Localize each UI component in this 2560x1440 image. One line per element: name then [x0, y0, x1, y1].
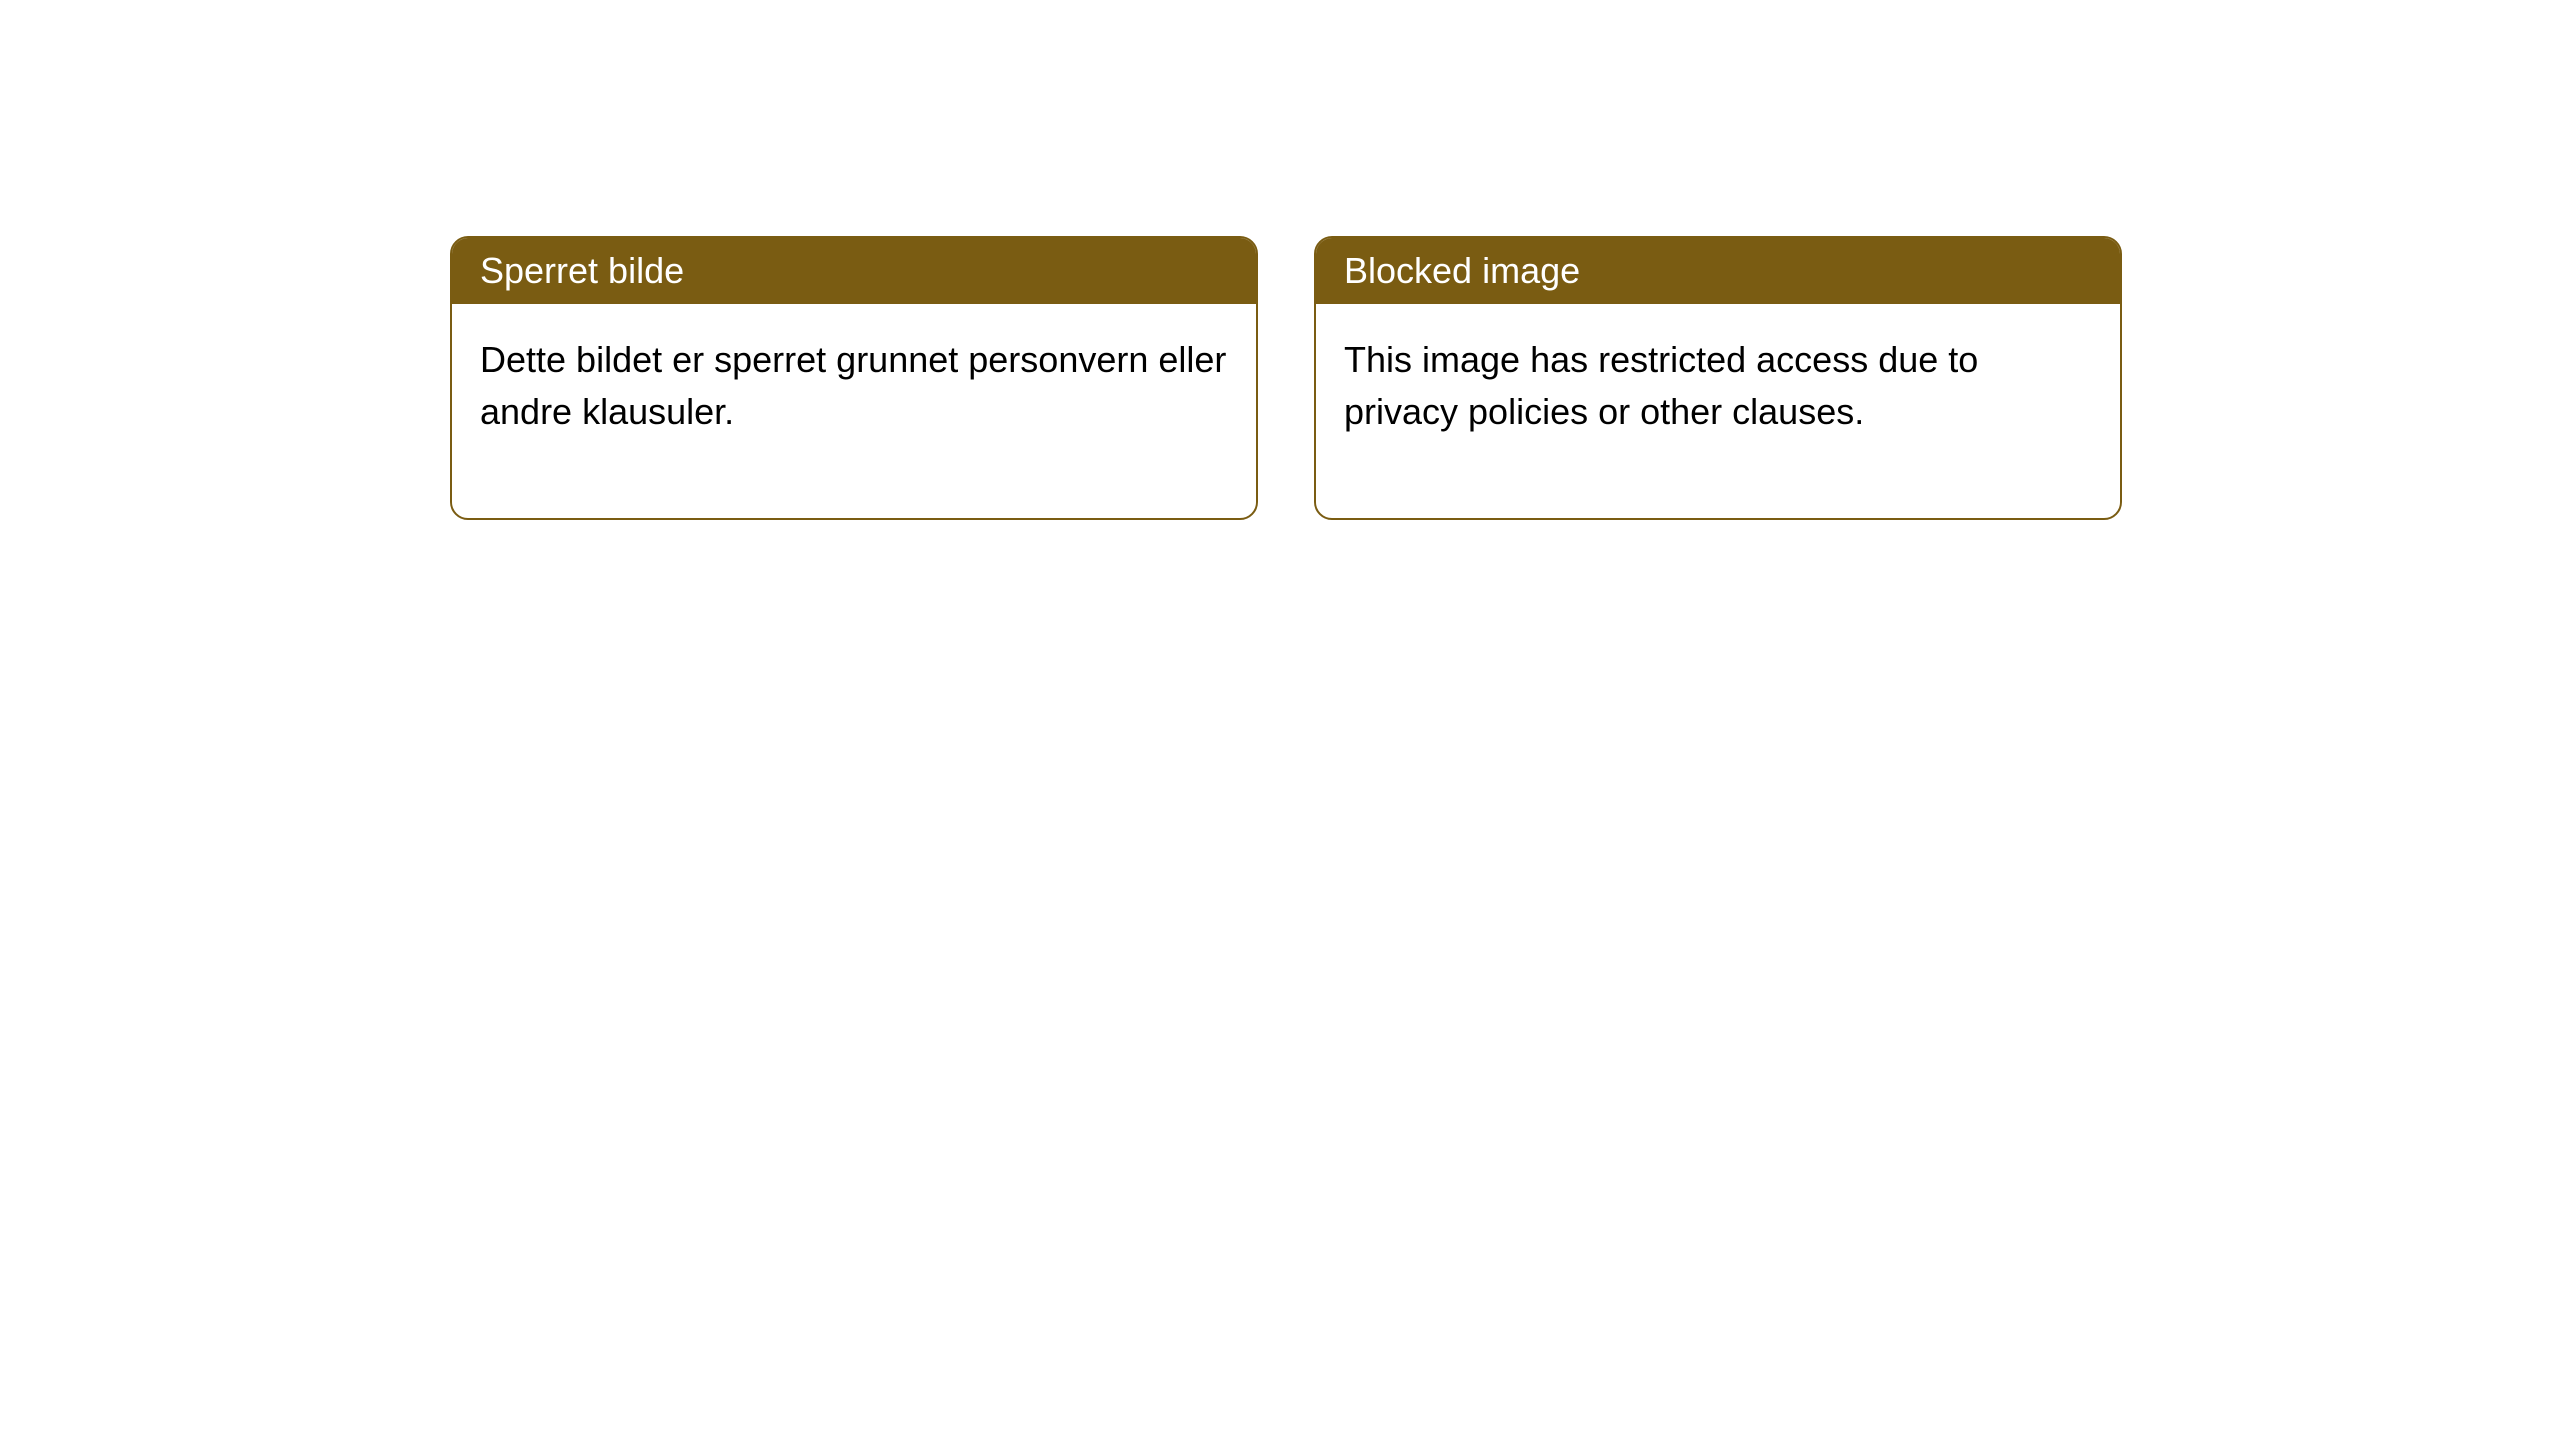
- card-title: Blocked image: [1316, 238, 2120, 304]
- notice-card-english: Blocked image This image has restricted …: [1314, 236, 2122, 520]
- card-body: This image has restricted access due to …: [1316, 304, 2120, 518]
- card-title: Sperret bilde: [452, 238, 1256, 304]
- card-body: Dette bildet er sperret grunnet personve…: [452, 304, 1256, 518]
- notice-card-norwegian: Sperret bilde Dette bildet er sperret gr…: [450, 236, 1258, 520]
- notice-container: Sperret bilde Dette bildet er sperret gr…: [0, 0, 2560, 520]
